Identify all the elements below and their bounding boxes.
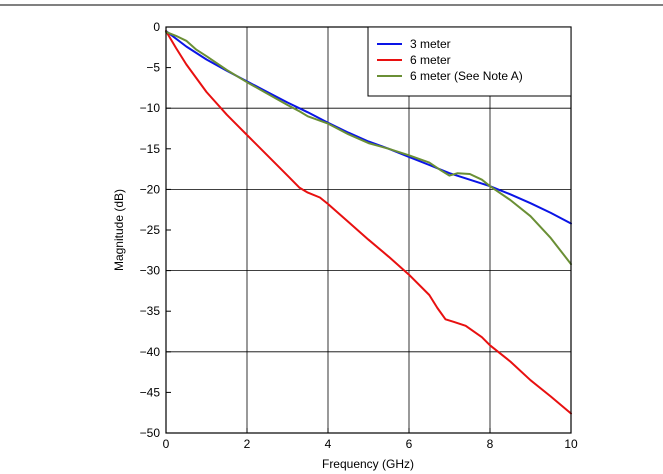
y-tick-label: −50 (140, 426, 161, 440)
y-tick-label: −5 (146, 61, 160, 75)
x-tick-label: 10 (564, 437, 578, 451)
x-axis-title: Frequency (GHz) (322, 457, 414, 471)
legend: 3 meter 6 meter 6 meter (See Note A) (367, 26, 572, 97)
y-tick-label: −10 (140, 101, 161, 115)
y-axis-ticks: 0 −5 −10 −15 −20 −25 −30 −35 −40 −45 −50 (140, 20, 171, 440)
y-tick-label: −35 (140, 304, 161, 318)
series-line-2 (165, 30, 572, 415)
y-tick-label: 0 (153, 20, 160, 34)
y-tick-label: −25 (140, 223, 161, 237)
series-line-3 (165, 30, 572, 266)
y-tick-label: −40 (140, 345, 161, 359)
y-tick-label: −30 (140, 264, 161, 278)
legend-label-3: 6 meter (See Note A) (410, 69, 523, 83)
x-tick-label: 0 (163, 437, 170, 451)
y-tick-label: −20 (140, 182, 161, 196)
x-tick-label: 6 (406, 437, 413, 451)
x-tick-label: 8 (487, 437, 494, 451)
x-tick-label: 4 (325, 437, 332, 451)
x-tick-label: 2 (244, 437, 251, 451)
legend-box (367, 26, 572, 97)
legend-label-1: 3 meter (410, 37, 451, 51)
x-axis-ticks: 0 2 4 6 8 10 (163, 428, 578, 451)
y-tick-label: −45 (140, 385, 161, 399)
legend-label-2: 6 meter (410, 53, 451, 67)
y-tick-label: −15 (140, 142, 161, 156)
y-axis-title: Magnitude (dB) (112, 189, 126, 271)
series-layer (165, 30, 572, 415)
